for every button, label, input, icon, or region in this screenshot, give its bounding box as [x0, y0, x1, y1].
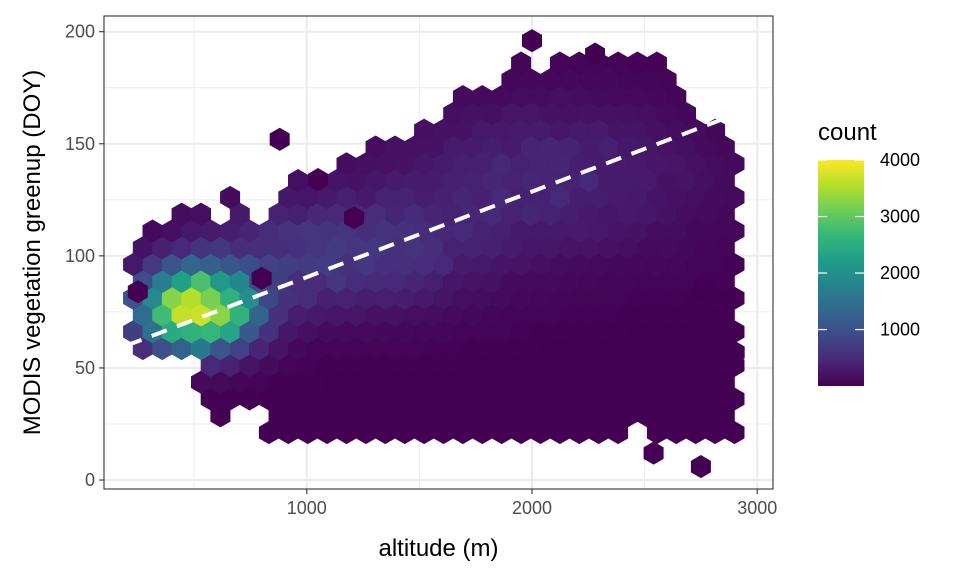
hexbin-cell [585, 42, 606, 66]
hexbin-cell [220, 185, 241, 209]
hexbin-cell [127, 280, 148, 304]
legend-tick-label: 4000 [880, 150, 920, 170]
y-tick-label: 150 [65, 134, 95, 154]
hexbin-cell [307, 168, 329, 192]
legend: count 1000 2000 3000 4000 [818, 119, 920, 386]
y-tick-label: 100 [65, 246, 95, 266]
trend-line [125, 112, 736, 348]
legend-tick-label: 3000 [880, 207, 920, 227]
hexbin-cell [191, 202, 211, 226]
hexbin-cell [521, 29, 543, 53]
hexbin-cell [690, 455, 711, 479]
plot-panel-border [103, 15, 774, 490]
hexbin-cell [488, 360, 509, 384]
x-tick-label: 2000 [512, 498, 552, 518]
hexbin-cell [643, 441, 664, 465]
hexbin-cell [511, 51, 532, 75]
hexbin-cell [269, 127, 290, 151]
hexbin-layer [123, 29, 745, 479]
hexbin-cell [693, 277, 714, 302]
hexbin-cell [621, 351, 642, 376]
y-tick-label: 0 [85, 470, 95, 490]
y-axis-title: MODIS vegetation greenup (DOY) [19, 70, 46, 436]
x-tick-label: 3000 [737, 498, 777, 518]
hexbin-cell [670, 416, 691, 441]
hexbin-cell [343, 206, 365, 230]
trend-layer [125, 112, 736, 348]
hexbin-cell [675, 360, 696, 384]
hexbin-cell [724, 340, 745, 364]
hexbin-cell [646, 51, 667, 75]
legend-ticks: 1000 2000 3000 4000 [818, 150, 920, 340]
axis-layer: 1000 2000 3000 0 50 100 150 200 [65, 22, 777, 518]
y-tick-label: 200 [65, 22, 95, 42]
x-tick-label: 1000 [287, 498, 327, 518]
x-axis-title: altitude (m) [378, 535, 498, 562]
legend-tick-label: 2000 [880, 263, 920, 283]
hexbin-cell [251, 266, 272, 290]
legend-title: count [818, 119, 877, 146]
y-tick-label: 50 [75, 358, 95, 378]
legend-tick-label: 1000 [880, 320, 920, 340]
